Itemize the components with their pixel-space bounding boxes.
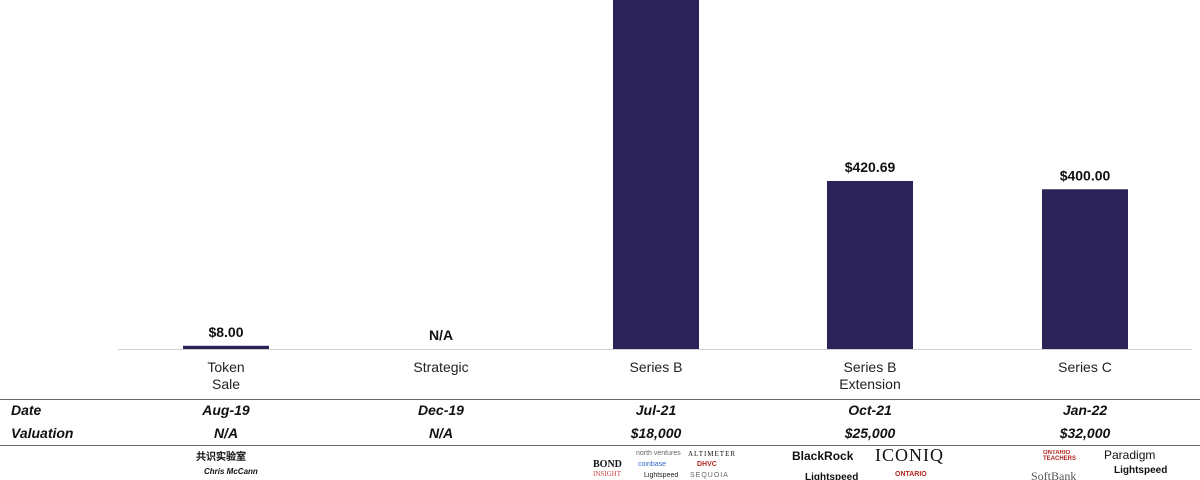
logo-paradigm: Paradigm <box>1104 448 1156 462</box>
valuation-value-4: $32,000 <box>1059 425 1111 441</box>
logo-sequoia: SEQUOIA <box>690 472 729 479</box>
valuation-value-1: N/A <box>428 425 454 441</box>
logo-bond: BOND <box>593 459 622 470</box>
logo-ontario-teachers: ONTARIO TEACHERS <box>1043 450 1077 462</box>
logo-dhvc: DHVC <box>697 461 717 468</box>
row-label-valuation: Valuation <box>11 425 74 441</box>
data-label-3: $420.69 <box>845 159 896 175</box>
bar-4 <box>1042 189 1128 349</box>
valuation-value-0: N/A <box>213 425 239 441</box>
logo-blackrock: BlackRock <box>792 449 854 463</box>
logo-lightspeed-b: Lightspeed <box>644 472 679 479</box>
bar-2 <box>613 0 699 349</box>
logo-coinbase: coinbase <box>638 461 667 468</box>
logo-consensus-lab: 共识实验室 <box>196 452 246 463</box>
logo-north-ventures: north ventures <box>636 450 681 457</box>
logo-insight: INSIGHT <box>593 470 621 478</box>
data-label-4: $400.00 <box>1060 167 1111 183</box>
logo-softbank: SoftBank <box>1031 469 1077 480</box>
date-value-0: Aug-19 <box>202 402 250 418</box>
logo-chris-mccann: Chris McCann <box>204 467 258 476</box>
bar-3 <box>827 181 913 349</box>
data-label-1: N/A <box>429 327 453 343</box>
logo-lightspeed-c: Lightspeed <box>1114 465 1168 476</box>
category-label-3: Series B Extension <box>839 359 901 392</box>
valuation-value-3: $25,000 <box>844 425 896 441</box>
logo-ontario-ext: ONTARIO <box>895 471 927 478</box>
category-label-4: Series C <box>1058 359 1112 375</box>
bar-0 <box>183 345 269 349</box>
row-label-date: Date <box>11 402 42 418</box>
date-value-3: Oct-21 <box>848 402 892 418</box>
funding-bar-chart: $8.00 N/A $420.69 $400.00 <box>118 0 1192 350</box>
date-value-4: Jan-22 <box>1062 402 1108 418</box>
date-value-2: Jul-21 <box>635 402 677 418</box>
data-label-0: $8.00 <box>208 324 243 340</box>
category-label-0: Token Sale <box>207 359 245 392</box>
table-bottom-border <box>0 445 1200 446</box>
table-top-border <box>0 399 1200 400</box>
category-label-1: Strategic <box>413 359 469 375</box>
logo-lightspeed-ext: Lightspeed <box>805 472 859 480</box>
valuation-value-2: $18,000 <box>630 425 682 441</box>
category-label-2: Series B <box>629 359 683 375</box>
logo-altimeter: ALTIMETER <box>688 450 737 458</box>
logo-iconiq: ICONIQ <box>875 445 944 465</box>
date-value-1: Dec-19 <box>418 402 464 418</box>
